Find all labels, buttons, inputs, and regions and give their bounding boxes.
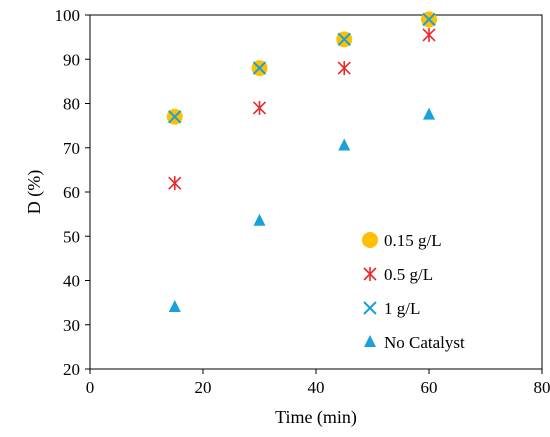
x-axis-title: Time (min) <box>275 407 357 428</box>
data-point <box>252 100 267 115</box>
legend-marker <box>363 301 377 315</box>
series-2 <box>168 12 436 124</box>
y-tick-label: 80 <box>63 95 80 114</box>
series-1 <box>168 27 436 191</box>
tick-labels: 0 20 40 60 80 20 30 40 50 60 70 80 90 100 <box>55 6 550 397</box>
data-point <box>423 107 435 120</box>
y-tick-label: 40 <box>63 272 80 291</box>
legend-label: 1 g/L <box>384 299 420 318</box>
y-tick-label: 20 <box>63 360 80 379</box>
legend-item: 0.5 g/L <box>363 265 433 284</box>
x-tick-label: 60 <box>421 378 438 397</box>
x-tick-label: 40 <box>308 378 325 397</box>
y-tick-label: 90 <box>63 50 80 69</box>
y-tick-label: 30 <box>63 316 80 335</box>
x-tick-label: 0 <box>86 378 95 397</box>
legend-item: 1 g/L <box>363 299 420 318</box>
data-point <box>422 12 436 27</box>
y-tick-label: 100 <box>55 6 81 25</box>
x-tick-label: 20 <box>195 378 212 397</box>
legend-marker <box>364 335 376 347</box>
tick-marks <box>85 14 543 374</box>
data-point <box>337 32 351 47</box>
legend-marker <box>362 232 378 248</box>
legend-label: 0.15 g/L <box>384 231 442 250</box>
y-tick-label: 60 <box>63 183 80 202</box>
legend-marker <box>363 267 377 281</box>
x-tick-label: 80 <box>534 378 550 397</box>
y-axis-title: D (%) <box>24 170 45 214</box>
data-point <box>253 213 266 226</box>
series-3 <box>168 107 435 313</box>
data-point <box>422 27 436 42</box>
data-point <box>252 61 267 75</box>
data-points <box>166 11 437 313</box>
axes <box>89 14 543 370</box>
data-point <box>168 300 181 313</box>
legend-label: No Catalyst <box>384 333 465 352</box>
data-point <box>338 138 351 151</box>
legend-item: No Catalyst <box>364 333 465 352</box>
legend-item: 0.15 g/L <box>362 231 442 250</box>
y-tick-label: 70 <box>63 139 80 158</box>
data-point <box>337 61 351 76</box>
y-tick-label: 50 <box>63 227 80 246</box>
data-point <box>168 110 182 124</box>
legend: 0.15 g/L 0.5 g/L 1 g/L No Catalyst <box>362 231 465 352</box>
series-0 <box>166 11 437 125</box>
plot-frame <box>89 14 543 370</box>
legend-label: 0.5 g/L <box>384 265 433 284</box>
data-point <box>168 176 182 191</box>
